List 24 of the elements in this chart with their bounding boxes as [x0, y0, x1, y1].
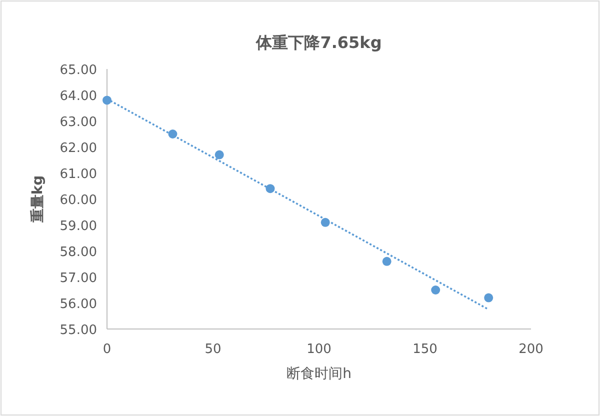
x-tick-label: 50: [204, 342, 222, 357]
y-tick-label: 61.00: [60, 167, 97, 182]
point: [102, 96, 112, 105]
y-tick-label: 59.00: [60, 219, 97, 234]
x-tick-label: 200: [518, 342, 544, 357]
chart-title: 体重下降7.65kg: [255, 33, 382, 52]
y-tick-label: 65.00: [60, 63, 97, 78]
y-tick-label: 64.00: [60, 89, 97, 104]
y-axis-title: 重量kg: [30, 175, 46, 224]
y-tick-label: 57.00: [60, 271, 97, 286]
y-tick-label: 60.00: [60, 193, 97, 208]
point: [484, 293, 494, 302]
point: [214, 150, 224, 160]
point: [382, 256, 392, 266]
y-tick-label: 58.00: [60, 245, 97, 260]
y-tick-label: 56.00: [60, 297, 97, 312]
y-tick-label: 55.00: [60, 323, 97, 338]
x-tick-label: 150: [412, 342, 438, 357]
y-tick-label: 62.00: [60, 141, 97, 156]
point: [431, 286, 440, 294]
y-tick-label: 63.00: [60, 115, 97, 130]
x-tick-label: 100: [306, 342, 332, 357]
x-tick-label: 0: [102, 342, 112, 357]
x-axis-title: 断食时间h: [286, 366, 352, 382]
